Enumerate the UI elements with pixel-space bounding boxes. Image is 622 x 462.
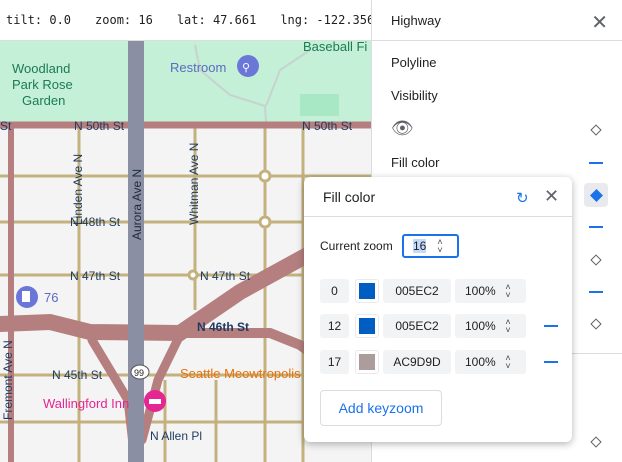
dash-icon[interactable] [586,217,606,237]
map-label: N 50th St [302,119,353,133]
map-label: N 47th St [200,269,251,283]
stepper-icon: ˄ ˅ [505,353,511,371]
map-label: Wallingford Inn [43,396,129,411]
lng-readout: lng: -122.356 [280,13,375,27]
stepper-icon: ˄ ˅ [437,237,443,255]
map-label: N 46th St [197,320,249,334]
current-zoom-input[interactable]: 16 ˄ ˅ [402,234,459,258]
close-icon[interactable]: ✕ [591,12,608,34]
map-label: N 50th St [74,119,125,133]
keyframe-diamond-icon[interactable] [586,120,606,140]
map-label: Whitman Ave N [187,143,201,225]
tilt-readout: tilt: 0.0 [6,13,72,27]
hex-input[interactable]: AC9D9D [383,350,451,374]
color-swatch[interactable] [355,314,379,338]
map-label: Park Rose [12,77,73,92]
keyframe-diamond-selected-icon[interactable] [584,183,608,207]
keyframe-diamond-icon[interactable] [586,432,606,452]
map-label: N 48th St [70,215,121,229]
map-label: N 45th St [52,368,103,382]
gas-station-icon [16,286,38,308]
panel-title: Highway [372,0,622,41]
map-label: Restroom [170,60,226,75]
camera-status-bar: tilt: 0.0 zoom: 16 lat: 47.661 lng: -122.35… [0,0,375,41]
svg-text:99: 99 [134,368,144,378]
stepper-icon: ˄ ˅ [505,282,511,300]
opacity-input[interactable]: 100% ˄ ˅ [455,279,526,303]
map-label: Garden [22,93,65,108]
restroom-icon: ⚲ [237,55,259,77]
current-zoom-label: Current zoom [320,239,393,253]
popup-title: Fill color [304,177,572,217]
map-label: Baseball Fi [303,41,367,54]
map-label: Aurora Ave N [130,169,144,240]
map-label: Seattle Meowtropolis [180,366,301,381]
dash-icon[interactable] [586,153,606,173]
hex-input[interactable]: 005EC2 [383,279,451,303]
dash-icon[interactable] [586,282,606,302]
keyzoom-zoom[interactable]: 12 [320,314,349,338]
reset-icon[interactable]: ↻ [516,190,529,207]
stepper-icon: ˄ ˅ [505,317,511,335]
keyframe-diamond-icon[interactable] [586,314,606,334]
fill-color-popup: Fill color ↻ ✕ Current zoom 16 ˄ ˅ 0 005EC… [304,177,572,442]
map-label: Woodland [12,61,70,76]
keyzoom-zoom[interactable]: 17 [320,350,349,374]
svg-text:⚲: ⚲ [242,62,250,74]
map-label: Linden Ave N [71,154,85,225]
streets [0,126,371,462]
close-icon[interactable]: ✕ [544,186,560,206]
visibility-label: Visibility [391,88,438,103]
color-swatch[interactable] [355,350,379,374]
aurora-ave [128,41,144,462]
map-label: St [0,119,12,133]
remove-keyzoom-icon[interactable] [544,361,558,363]
eye-icon[interactable]: 👁 [391,118,414,138]
lat-readout: lat: 47.661 [176,13,257,27]
section-title: Polyline [391,55,437,70]
map-label: N 47th St [70,269,121,283]
opacity-input[interactable]: 100% ˄ ˅ [455,350,526,374]
remove-keyzoom-icon[interactable] [544,325,558,327]
route-99-shield: 99 [130,364,150,380]
keyframe-diamond-icon[interactable] [586,250,606,270]
map-label: Fremont Ave N [1,340,15,420]
add-keyzoom-button[interactable]: Add keyzoom [320,390,442,426]
map-label: N Allen Pl [150,429,202,443]
keyzoom-zoom[interactable]: 0 [320,279,349,303]
opacity-input[interactable]: 100% ˄ ˅ [455,314,526,338]
fill-color-label: Fill color [391,155,440,170]
map-label: 76 [44,290,58,305]
color-swatch[interactable] [355,279,379,303]
zoom-readout: zoom: 16 [95,13,153,27]
hex-input[interactable]: 005EC2 [383,314,451,338]
hotel-icon [144,390,166,412]
